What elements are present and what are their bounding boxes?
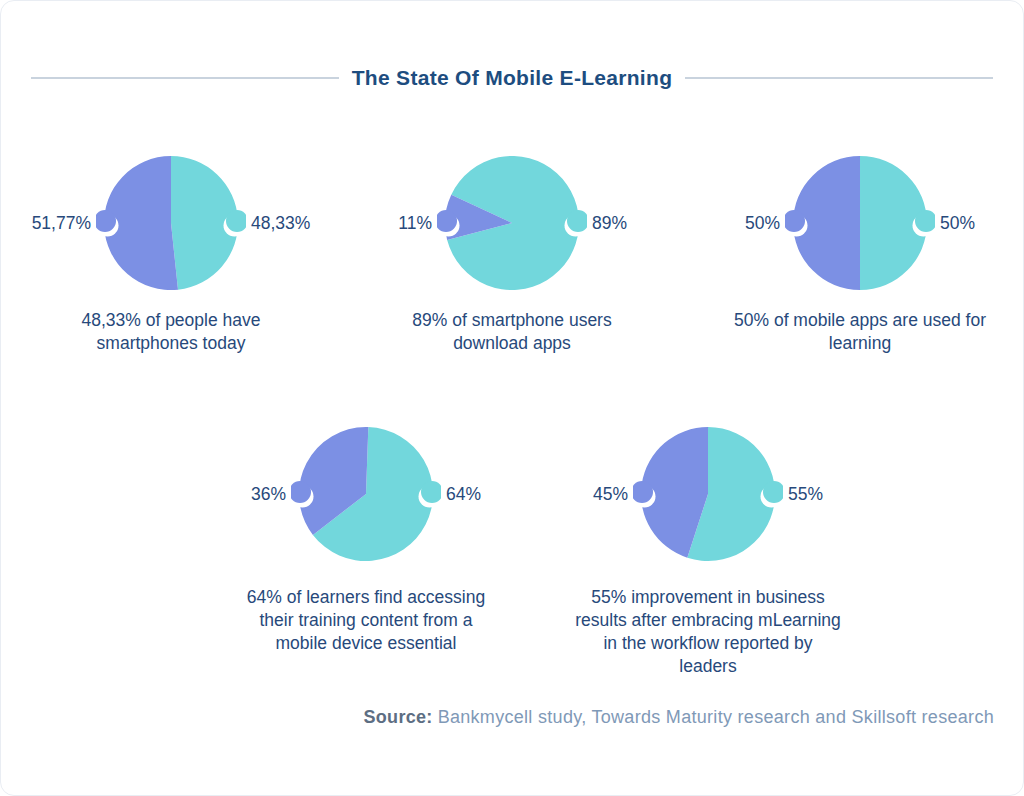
title-divider-right	[685, 77, 993, 79]
pie-value-label-right: 89%	[592, 213, 627, 234]
pie-value-label-right: 50%	[940, 213, 975, 234]
pie-value-label-right: 55%	[788, 484, 823, 505]
pie-caption: 89% of smartphone users download apps	[332, 309, 692, 355]
pie-caption: 50% of mobile apps are used for learning	[680, 309, 1024, 355]
pie-chart-mobile-training-essential	[291, 419, 441, 569]
page-title: The State Of Mobile E-Learning	[352, 66, 673, 90]
title-divider-left	[31, 77, 339, 79]
pie-value-label-left: 36%	[251, 484, 286, 505]
pie-group-mobile-training-essential: 36%64%64% of learners find accessing the…	[291, 419, 441, 569]
pie-value-label-left: 11%	[398, 213, 432, 234]
pie-caption: 48,33% of people have smartphones today	[0, 309, 351, 355]
pie-value-label-left: 51,77%	[32, 213, 91, 234]
pie-group-app-downloads: 11%89%89% of smartphone users download a…	[437, 148, 587, 298]
pie-chart-smartphone-ownership	[96, 148, 246, 298]
source-note: Source:Bankmycell study, Towards Maturit…	[364, 707, 994, 728]
pie-chart-apps-used-for-learning	[785, 148, 935, 298]
pie-chart-business-improvement	[633, 419, 783, 569]
pie-caption: 55% improvement in business results afte…	[528, 586, 888, 678]
pie-value-label-right: 64%	[446, 484, 481, 505]
source-text: Bankmycell study, Towards Maturity resea…	[438, 707, 994, 727]
pie-value-label-left: 50%	[745, 213, 780, 234]
pie-group-smartphone-ownership: 51,77%48,33%48,33% of people have smartp…	[96, 148, 246, 298]
pie-value-label-right: 48,33%	[251, 213, 310, 234]
pie-chart-app-downloads	[437, 148, 587, 298]
pie-group-business-improvement: 45%55%55% improvement in business result…	[633, 419, 783, 569]
infographic-card: The State Of Mobile E-Learning 51,77%48,…	[0, 0, 1024, 796]
pie-caption: 64% of learners find accessing their tra…	[186, 586, 546, 655]
title-row: The State Of Mobile E-Learning	[31, 66, 993, 90]
pie-value-label-left: 45%	[593, 484, 628, 505]
source-label: Source:	[364, 707, 433, 727]
pie-group-apps-used-for-learning: 50%50%50% of mobile apps are used for le…	[785, 148, 935, 298]
